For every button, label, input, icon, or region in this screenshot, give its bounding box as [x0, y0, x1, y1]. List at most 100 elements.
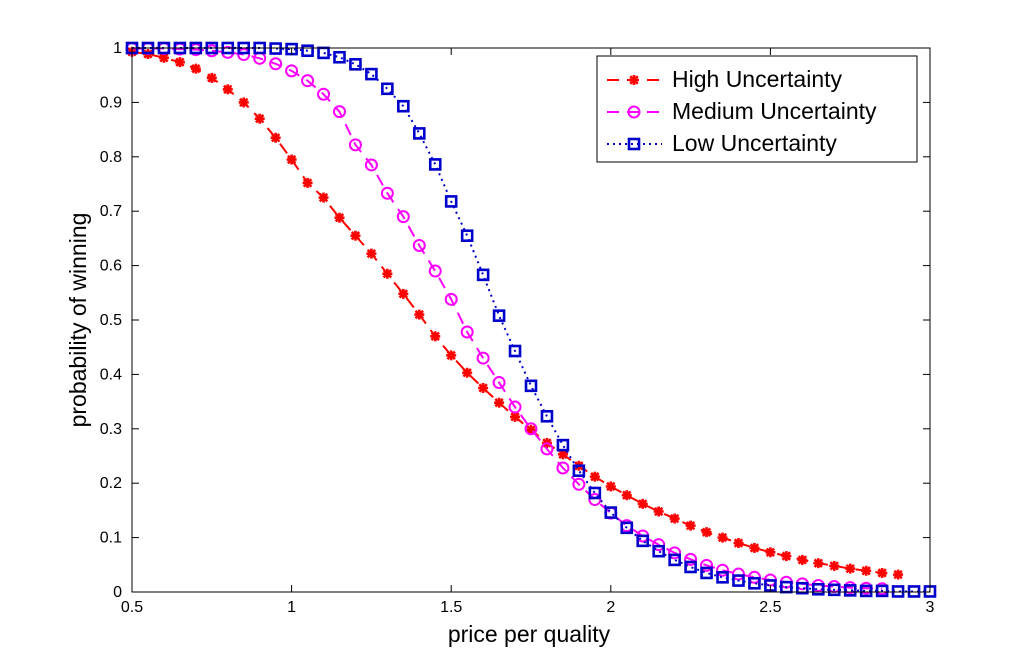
data-point-high-uncertainty [174, 57, 185, 68]
data-point-medium-uncertainty [317, 87, 331, 101]
data-point-high-uncertainty [701, 527, 712, 538]
legend-sample-low-uncertainty [607, 137, 662, 151]
data-point-low-uncertainty [556, 438, 570, 452]
y-tick-label: 0.9 [100, 94, 122, 111]
data-point-low-uncertainty [604, 506, 618, 519]
data-point-low-uncertainty [476, 268, 490, 282]
legend-label-low-uncertainty: Low Uncertainty [672, 130, 837, 156]
data-point-high-uncertainty [350, 230, 361, 241]
data-point-high-uncertainty [621, 490, 632, 501]
data-point-high-uncertainty [877, 567, 888, 578]
data-point-low-uncertainty [700, 566, 713, 580]
data-point-medium-uncertainty [652, 538, 666, 552]
data-point-high-uncertainty [797, 554, 808, 565]
data-point-low-uncertainty [684, 560, 697, 574]
data-point-low-uncertainty [572, 464, 586, 477]
data-point-low-uncertainty [381, 82, 394, 96]
data-point-medium-uncertainty [380, 186, 394, 200]
data-point-high-uncertainty [653, 506, 664, 517]
data-point-medium-uncertainty [684, 552, 698, 566]
data-point-high-uncertainty [270, 132, 281, 143]
data-point-medium-uncertainty [428, 264, 442, 278]
data-point-medium-uncertainty [524, 422, 538, 436]
data-point-low-uncertainty [540, 409, 554, 423]
data-point-high-uncertainty [845, 563, 856, 574]
data-point-low-uncertainty [301, 44, 314, 58]
data-point-medium-uncertainty [301, 74, 315, 88]
data-point-medium-uncertainty [269, 57, 283, 71]
data-point-high-uncertainty [334, 212, 345, 223]
data-point-high-uncertainty [717, 532, 728, 543]
data-point-low-uncertainty [859, 584, 873, 598]
legend-marker [627, 137, 641, 151]
data-point-high-uncertainty [685, 520, 696, 531]
data-point-high-uncertainty [733, 538, 744, 549]
data-point-high-uncertainty [478, 383, 489, 393]
data-point-medium-uncertainty [716, 563, 730, 577]
data-point-medium-uncertainty [364, 158, 378, 172]
data-point-high-uncertainty [813, 558, 824, 569]
y-tick-label: 1 [113, 40, 122, 57]
data-point-high-uncertainty [462, 367, 473, 378]
x-tick-label: 1 [287, 599, 296, 616]
data-point-high-uncertainty [781, 551, 792, 562]
data-point-medium-uncertainty [556, 461, 570, 475]
legend-sample-high-uncertainty [607, 75, 662, 85]
data-point-low-uncertainty [748, 576, 761, 590]
data-point-high-uncertainty [318, 192, 329, 203]
data-point-high-uncertainty [829, 560, 840, 571]
data-point-high-uncertainty [190, 63, 201, 74]
data-point-low-uncertainty [269, 42, 282, 55]
legend-label-medium-uncertainty: Medium Uncertainty [672, 98, 877, 124]
data-point-medium-uncertainty [572, 477, 586, 491]
data-point-high-uncertainty [589, 471, 600, 482]
data-point-medium-uncertainty [540, 442, 554, 456]
data-point-low-uncertainty [412, 127, 426, 140]
data-point-medium-uncertainty [444, 292, 458, 306]
data-point-low-uncertainty [349, 58, 362, 71]
data-point-medium-uncertainty [412, 238, 426, 252]
data-point-low-uncertainty [397, 99, 410, 113]
data-point-high-uncertainty [494, 397, 505, 408]
data-point-high-uncertainty [238, 97, 249, 108]
axes: 0.5 1 1.5 2 2.5 3 0 0.1 0.2 0.3 0.4 0.5 0.6 0.7 0.8 0.9… [100, 40, 935, 616]
data-point-medium-uncertainty [237, 48, 251, 62]
x-tick-label: 1.5 [440, 599, 462, 616]
data-point-low-uncertainty [444, 195, 458, 208]
legend-marker [627, 105, 641, 119]
data-point-medium-uncertainty [285, 64, 299, 78]
data-point-high-uncertainty [430, 331, 441, 342]
data-point-low-uncertainty [732, 574, 745, 587]
series-line-medium-uncertainty [132, 47, 883, 590]
y-tick-label: 0.7 [100, 203, 122, 220]
data-point-low-uncertainty [524, 379, 538, 393]
data-point-medium-uncertainty [731, 567, 745, 581]
data-point-medium-uncertainty [668, 546, 682, 560]
data-point-low-uncertainty [907, 585, 921, 598]
y-axis-label: probability of winning [65, 213, 91, 428]
data-point-low-uncertainty [827, 583, 841, 597]
data-point-high-uncertainty [669, 513, 680, 524]
data-point-low-uncertainty [365, 67, 378, 81]
y-tick-label: 0.8 [100, 149, 122, 166]
data-point-high-uncertainty [206, 72, 217, 83]
data-point-high-uncertainty [605, 481, 616, 492]
y-tick-label: 0.6 [100, 258, 122, 275]
data-point-high-uncertainty [414, 309, 425, 320]
y-tick-label: 0.5 [100, 312, 122, 329]
data-point-low-uncertainty [843, 584, 857, 597]
data-point-low-uncertainty [891, 585, 905, 598]
data-point-low-uncertainty [620, 521, 634, 535]
data-point-high-uncertainty [557, 449, 568, 460]
data-point-high-uncertainty [366, 248, 377, 259]
data-point-medium-uncertainty [332, 105, 346, 119]
data-point-high-uncertainty [637, 498, 648, 509]
y-tick-label: 0.1 [100, 530, 122, 547]
x-tick-label: 2.5 [759, 599, 781, 616]
data-point-high-uncertainty [382, 268, 393, 279]
x-tick-label: 3 [926, 599, 935, 616]
data-point-high-uncertainty [286, 154, 297, 165]
data-point-high-uncertainty [302, 177, 313, 188]
data-point-medium-uncertainty [492, 376, 506, 390]
legend-marker [629, 75, 639, 85]
